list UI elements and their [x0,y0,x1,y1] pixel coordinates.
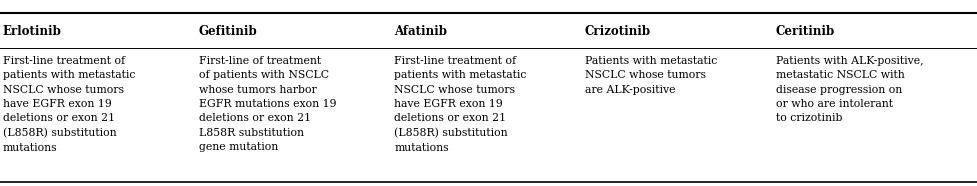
Text: Patients with ALK-positive,
metastatic NSCLC with
disease progression on
or who : Patients with ALK-positive, metastatic N… [775,56,922,123]
Text: First-line of treatment
of patients with NSCLC
whose tumors harbor
EGFR mutation: First-line of treatment of patients with… [198,56,336,152]
Text: Afatinib: Afatinib [394,25,446,38]
Text: Crizotinib: Crizotinib [584,25,651,38]
Text: Gefitinib: Gefitinib [198,25,257,38]
Text: Ceritinib: Ceritinib [775,25,834,38]
Text: First-line treatment of
patients with metastatic
NSCLC whose tumors
have EGFR ex: First-line treatment of patients with me… [394,56,526,153]
Text: Erlotinib: Erlotinib [3,25,62,38]
Text: Patients with metastatic
NSCLC whose tumors
are ALK-positive: Patients with metastatic NSCLC whose tum… [584,56,716,95]
Text: First-line treatment of
patients with metastatic
NSCLC whose tumors
have EGFR ex: First-line treatment of patients with me… [3,56,135,153]
